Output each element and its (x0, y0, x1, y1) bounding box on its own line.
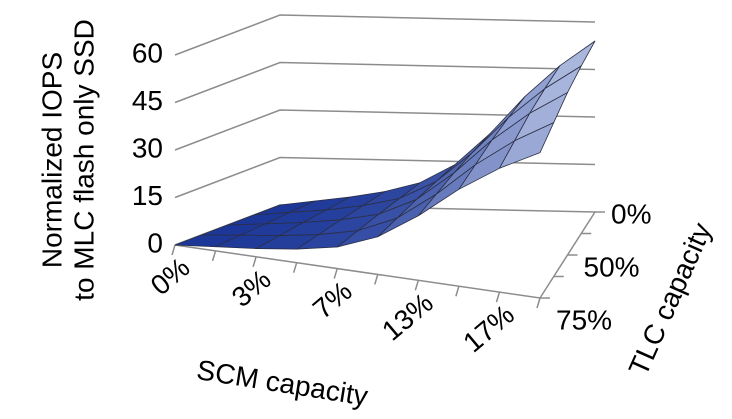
axis-line (333, 268, 338, 279)
x-tick-label: 0% (145, 252, 196, 302)
y-tick-label: 50% (584, 251, 640, 282)
z-tick-label: 60 (132, 37, 163, 68)
surface-cell (499, 122, 555, 169)
y-tick-label: 75% (556, 304, 612, 335)
grid-line (174, 61, 596, 104)
axis-line (495, 291, 501, 303)
axis-line (211, 250, 217, 262)
axis-line (374, 274, 379, 285)
grid-line (174, 109, 596, 151)
x-tick-label: 13% (376, 287, 439, 347)
axis-line (536, 297, 541, 309)
z-axis-title: to MLC flash only SSD (68, 19, 99, 301)
axis-line (292, 262, 298, 273)
y-axis-title: TLC capacity (623, 218, 718, 380)
axis-line (455, 286, 460, 297)
x-tick-label: 3% (226, 263, 277, 313)
x-tick-label: 7% (307, 275, 358, 325)
z-tick-label: 45 (132, 85, 163, 116)
axis-line (171, 244, 176, 256)
z-tick-label: 30 (132, 132, 163, 163)
axis-line (252, 256, 257, 267)
y-tick-label: 0% (611, 198, 651, 229)
z-tick-label: 0 (147, 227, 163, 258)
z-tick-label: 15 (132, 180, 163, 211)
x-tick-label: 17% (457, 299, 520, 359)
axis-line (414, 280, 420, 291)
x-axis-title: SCM capacity (195, 354, 370, 412)
z-axis-title: Normalized IOPS (36, 52, 67, 268)
grid-line (174, 14, 596, 56)
